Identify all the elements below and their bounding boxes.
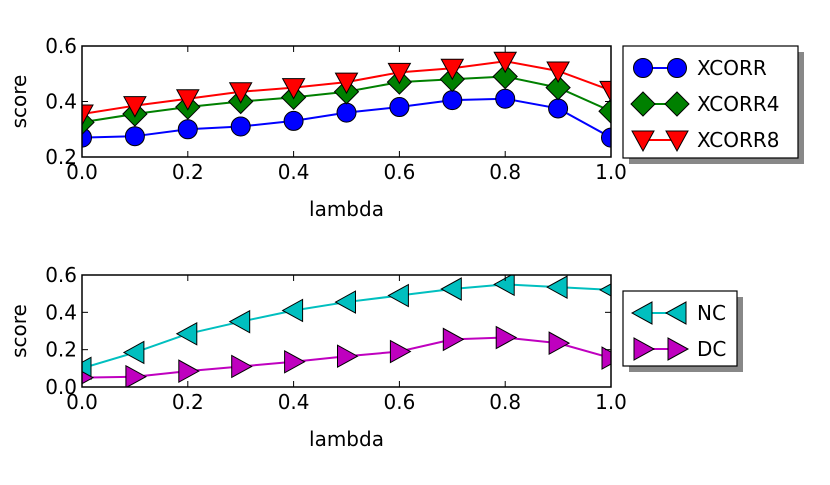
data-point-xcorr8 <box>82 104 94 127</box>
data-point-nc <box>175 321 198 346</box>
legend-marker-xcorr8 <box>631 130 655 153</box>
legend-marker-xcorr <box>667 58 687 78</box>
data-point-nc <box>387 283 409 308</box>
legend-marker-xcorr4 <box>664 91 690 117</box>
data-point-dc <box>601 346 611 370</box>
y-tick-label: 0.4 <box>45 90 77 114</box>
data-point-xcorr <box>601 127 611 148</box>
y-tick-label: 0.6 <box>45 263 77 287</box>
legend-label-xcorr4: XCORR4 <box>697 92 779 116</box>
data-point-xcorr <box>548 98 569 119</box>
bottom-chart: 0.0 0.2 0.4 0.6 0.8 1.0 0.0 0.2 0.4 0.6 lambda scor… <box>7 263 743 451</box>
data-point-xcorr8 <box>334 72 359 95</box>
legend-marker-nc <box>630 301 653 325</box>
data-point-dc <box>548 331 571 355</box>
x-tick-label: 0.2 <box>172 390 204 414</box>
data-point-xcorr8 <box>599 80 611 103</box>
plot-area <box>82 51 611 148</box>
legend-label-dc: DC <box>697 337 726 361</box>
y-tick-label: 0.6 <box>45 34 77 58</box>
data-point-nc <box>440 277 462 301</box>
data-point-dc <box>231 354 253 379</box>
data-point-xcorr <box>389 97 410 118</box>
data-point-xcorr <box>177 119 198 140</box>
data-point-xcorr8 <box>123 96 147 118</box>
data-point-nc <box>598 283 611 297</box>
legend-marker-xcorr4 <box>630 91 656 117</box>
x-axis-label: lambda <box>309 427 384 451</box>
x-tick-label: 1.0 <box>595 390 627 414</box>
y-tick-label: 0.0 <box>45 375 77 399</box>
data-point-dc <box>337 344 359 369</box>
data-point-xcorr8 <box>228 82 253 104</box>
data-point-dc <box>389 339 412 364</box>
data-point-xcorr <box>230 116 251 137</box>
y-axis-label: score <box>7 304 31 358</box>
data-point-xcorr4 <box>545 74 571 101</box>
x-tick-label: 0.6 <box>383 160 415 184</box>
data-point-dc <box>284 349 306 374</box>
data-point-nc <box>281 298 304 323</box>
data-point-xcorr4 <box>492 63 518 90</box>
x-tick-label: 0.4 <box>278 160 310 184</box>
x-axis-label: lambda <box>309 197 384 221</box>
data-point-xcorr8 <box>175 89 200 111</box>
data-point-xcorr4 <box>598 98 611 124</box>
x-tick-label: 0.0 <box>66 390 98 414</box>
legend-marker-dc <box>633 337 656 361</box>
x-tick-label: 1.0 <box>595 160 627 184</box>
x-tick-label: 0.0 <box>66 160 98 184</box>
data-point-xcorr8 <box>493 51 518 74</box>
data-point-xcorr8 <box>387 62 412 85</box>
x-tick-label: 0.2 <box>172 160 204 184</box>
legend-label-xcorr: XCORR <box>697 56 767 80</box>
data-point-nc <box>228 309 251 334</box>
data-point-nc <box>334 290 356 314</box>
legend-marker-xcorr <box>633 58 653 78</box>
data-point-dc <box>442 327 465 352</box>
data-point-nc <box>546 275 568 299</box>
top-chart: 0.0 0.2 0.4 0.6 0.8 1.00.20.40.6lambdascoreXC… <box>7 34 804 221</box>
data-point-xcorr8 <box>281 78 306 100</box>
data-point-xcorr <box>283 110 304 131</box>
data-point-xcorr <box>124 126 145 147</box>
legend: XCORR XCORR4 XCORR8 <box>622 45 804 164</box>
legend-label-nc: NC <box>697 301 726 325</box>
legend-marker-nc <box>664 301 687 325</box>
y-tick-label: 0.2 <box>45 338 77 362</box>
legend: NC DC <box>622 290 743 372</box>
x-tick-label: 0.4 <box>278 390 310 414</box>
data-point-nc <box>122 340 145 365</box>
legend-label-xcorr8: XCORR8 <box>697 128 779 152</box>
data-point-xcorr8 <box>546 61 570 84</box>
data-point-dc <box>125 364 147 387</box>
plot-area <box>82 275 611 387</box>
legend-marker-dc <box>667 337 690 361</box>
data-point-nc <box>493 275 515 297</box>
y-tick-label: 0.2 <box>45 145 77 169</box>
x-tick-label: 0.8 <box>489 390 521 414</box>
data-point-xcorr <box>82 127 92 148</box>
x-tick-label: 0.6 <box>383 390 415 414</box>
data-point-dc <box>495 325 518 350</box>
legend-marker-xcorr8 <box>665 130 689 153</box>
y-tick-label: 0.4 <box>45 300 77 324</box>
x-tick-label: 0.8 <box>489 160 521 184</box>
data-point-xcorr <box>442 90 463 111</box>
data-point-dc <box>178 359 200 383</box>
data-point-xcorr8 <box>440 58 465 81</box>
data-point-xcorr <box>495 88 516 109</box>
axes-frame <box>81 274 612 388</box>
y-axis-label: score <box>7 75 31 129</box>
data-point-dc <box>82 371 95 385</box>
data-point-xcorr <box>336 102 357 123</box>
